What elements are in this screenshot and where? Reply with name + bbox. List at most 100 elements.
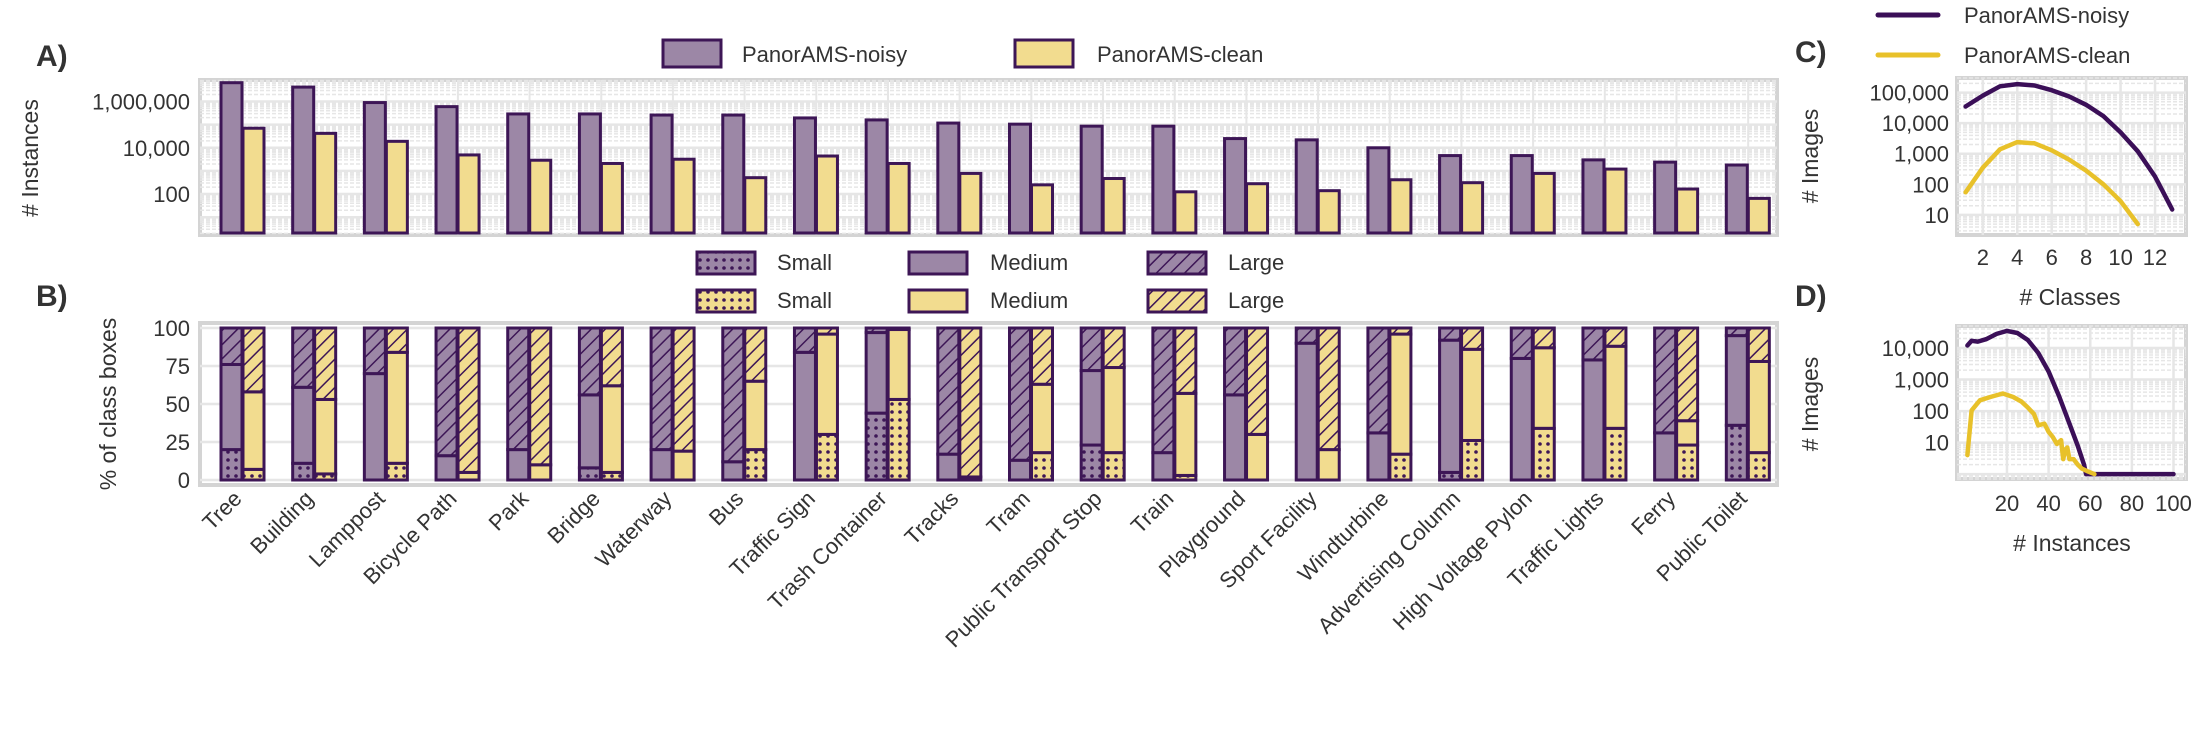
legend-label-medium-noisy: Medium: [990, 250, 1068, 275]
bar-segment-small-clean: [1746, 451, 1771, 482]
bar-segment-large-clean: [1746, 326, 1771, 363]
panel-b-label: B): [36, 280, 68, 313]
bar-segment-medium-noisy: [1581, 358, 1606, 482]
bar-segment-large-noisy: [1438, 326, 1463, 342]
y-tick-label: 75: [166, 354, 190, 379]
bar-segment-small-clean: [1603, 426, 1628, 482]
bar-segment-large-noisy: [1294, 326, 1319, 345]
bar-segment-small-noisy: [1079, 443, 1104, 482]
bar-segment-medium-noisy: [721, 460, 746, 482]
x-tick-label: 10: [2108, 245, 2132, 270]
bar-segment-large-noisy: [936, 326, 961, 456]
bar-segment-large-noisy: [1653, 326, 1678, 435]
y-tick-label: 1,000,000: [92, 90, 190, 115]
panel-c-plot: 2 4 6 8 10 12 10 100 1,000 10,000 100,000: [1869, 76, 2188, 270]
bar-clean: [1460, 181, 1485, 235]
bar-noisy: [864, 118, 889, 235]
bar-segment-medium-noisy: [1653, 431, 1678, 482]
bar-segment-medium-clean: [1460, 347, 1485, 442]
bar-segment-large-noisy: [1151, 326, 1176, 455]
bar-segment-large-clean: [1531, 326, 1556, 350]
bar-segment-medium-clean: [1388, 332, 1413, 456]
legend-label-small-noisy: Small: [777, 250, 832, 275]
bar-segment-medium-clean: [1675, 419, 1700, 447]
bar-clean: [384, 139, 409, 235]
bar-noisy: [1438, 154, 1463, 235]
bar-segment-small-noisy: [864, 411, 889, 482]
bar-segment-large-noisy: [864, 326, 889, 335]
legend-swatch-medium-clean: [907, 288, 969, 314]
bar-segment-large-noisy: [577, 326, 602, 397]
bar-segment-medium-noisy: [864, 331, 889, 415]
bar-clean: [671, 157, 696, 235]
bar-segment-medium-clean: [1603, 344, 1628, 430]
bar-segment-large-clean: [528, 326, 553, 467]
bar-noisy: [1366, 146, 1391, 235]
line-clean: [1965, 391, 2097, 477]
bar-noisy: [936, 121, 961, 235]
bar-segment-large-clean: [1173, 326, 1198, 395]
bar-segment-large-noisy: [1008, 326, 1032, 462]
bar-segment-large-noisy: [219, 326, 244, 366]
legend-c-label-noisy: PanorAMS-noisy: [1964, 3, 2129, 28]
bar-segment-large-noisy: [792, 326, 817, 354]
x-tick-label: 12: [2143, 245, 2167, 270]
bar-segment-medium-clean: [1101, 366, 1126, 455]
bar-segment-large-clean: [1675, 326, 1700, 423]
panel-d-xlabel: # Instances: [2013, 530, 2131, 556]
bar-segment-medium-noisy: [1366, 431, 1391, 482]
bar-segment-medium-clean: [1030, 382, 1054, 455]
bar-segment-medium-clean: [1531, 346, 1556, 430]
line-noisy: [1963, 81, 2175, 212]
bar-noisy: [792, 116, 817, 235]
bar-noisy: [434, 105, 459, 235]
bar-noisy: [1223, 137, 1248, 235]
y-tick-label: 100: [1912, 172, 1949, 197]
bar-segment-medium-clean: [599, 384, 624, 474]
bar-segment-medium-noisy: [1438, 338, 1463, 474]
bar-segment-small-clean: [1460, 438, 1485, 482]
legend-swatch-small-clean: [695, 288, 757, 314]
x-category-label: Waterway: [590, 486, 676, 572]
bar-segment-medium-clean: [1173, 391, 1198, 477]
bar-segment-medium-noisy: [1151, 451, 1176, 482]
bar-segment-small-noisy: [291, 461, 316, 482]
y-tick-label: 100: [153, 182, 190, 207]
bar-segment-large-clean: [814, 326, 839, 336]
x-category-label: Park: [484, 485, 534, 535]
bar-segment-medium-clean: [1245, 432, 1270, 482]
y-tick-label: 10: [1925, 203, 1949, 228]
bar-noisy: [1509, 154, 1534, 235]
bar-clean: [743, 176, 768, 235]
bar-segment-large-noisy: [506, 326, 531, 452]
x-tick-label: 40: [2036, 491, 2060, 516]
bar-segment-medium-clean: [528, 463, 553, 482]
bar-segment-medium-noisy: [1724, 334, 1749, 427]
legend-swatch-small-noisy: [695, 250, 757, 276]
legend-label-medium-clean: Medium: [990, 288, 1068, 313]
bar-segment-large-clean: [241, 326, 266, 394]
x-category-label: High Voltage Pylon: [1388, 486, 1537, 635]
bar-clean: [1388, 178, 1413, 235]
y-tick-label: 100,000: [1869, 81, 1949, 106]
panel-c-ylabel: # Images: [1797, 109, 1823, 204]
bar-segment-large-clean: [456, 326, 481, 474]
bar-segment-medium-noisy: [936, 452, 961, 482]
bar-noisy: [291, 85, 316, 235]
bar-segment-small-clean: [1030, 451, 1054, 482]
bar-segment-medium-noisy: [1223, 393, 1248, 482]
x-category-label: Bus: [704, 486, 748, 530]
bar-segment-large-clean: [1030, 326, 1054, 386]
bar-segment-large-clean: [671, 326, 696, 453]
legend-label-small-clean: Small: [777, 288, 832, 313]
bar-clean: [1316, 189, 1341, 235]
x-tick-label: 60: [2078, 491, 2102, 516]
bar-segment-small-clean: [384, 461, 409, 482]
bar-segment-medium-noisy: [506, 448, 531, 482]
bar-segment-medium-noisy: [219, 362, 244, 452]
x-category-label: Bridge: [542, 486, 605, 549]
panel-b-ylabel: % of class boxes: [95, 318, 121, 491]
legend-swatch-noisy: [661, 38, 723, 69]
bar-segment-medium-clean: [671, 449, 696, 482]
bar-segment-medium-clean: [384, 350, 409, 465]
